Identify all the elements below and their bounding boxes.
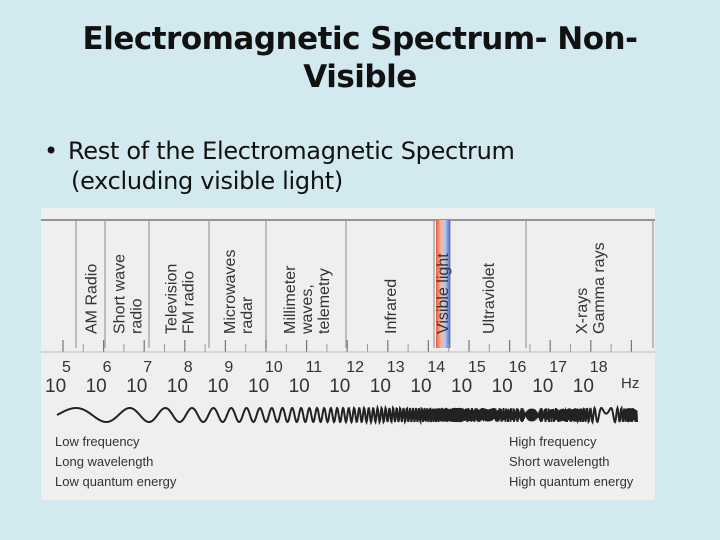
high-end-note: High frequency xyxy=(509,434,597,449)
axis-exponent-label: 15 xyxy=(468,359,486,376)
slide-title: Electromagnetic Spectrum- Non- Visible xyxy=(60,20,660,96)
notes-group: Low frequency Long wavelength Low quantum … xyxy=(55,434,634,489)
band-label: X-rays xyxy=(574,288,591,334)
band-label: Gamma rays xyxy=(591,242,608,334)
band-label: Microwaves xyxy=(222,250,239,334)
band-label: telemetry xyxy=(316,268,333,334)
axis-exponent-label: 8 xyxy=(184,359,193,376)
title-line-2: Visible xyxy=(303,59,417,95)
bullet-point: • Rest of the Electromagnetic Spectrum (e… xyxy=(44,136,664,196)
band-label: radio xyxy=(129,298,146,334)
axis-exponent-label: 7 xyxy=(143,359,152,376)
band-label: FM radio xyxy=(181,271,198,334)
wave-icon xyxy=(56,404,638,426)
axis-base-label: 10 xyxy=(451,376,472,397)
axis-base-label: 10 xyxy=(126,376,147,397)
visible-light-stripe xyxy=(436,220,450,348)
axis-exponent-label: 17 xyxy=(549,359,567,376)
axis-base-label: 10 xyxy=(329,376,350,397)
high-end-note: Short wavelength xyxy=(509,454,609,469)
axis-exponent-label: 5 xyxy=(62,359,71,376)
title-line-1: Electromagnetic Spectrum- Non- xyxy=(82,21,638,57)
axis-base-label: 10 xyxy=(532,376,553,397)
low-end-note: Low frequency xyxy=(55,434,140,449)
axis-base-label: 10 xyxy=(410,376,431,397)
axis-exponent-label: 12 xyxy=(346,359,364,376)
axis-exponent-label: 9 xyxy=(224,359,233,376)
axis-exponent-label: 13 xyxy=(387,359,405,376)
axis-base-label: 10 xyxy=(45,376,66,397)
axis-base-label: 10 xyxy=(573,376,594,397)
spectrum-diagram: AM Radio Short wave radio Television FM radi… xyxy=(41,208,655,500)
axis-exponent-label: 16 xyxy=(509,359,527,376)
bullet-line-1: Rest of the Electromagnetic Spectrum xyxy=(68,137,515,165)
low-end-note: Low quantum energy xyxy=(55,474,177,489)
bullet-dot-icon: • xyxy=(44,137,58,165)
band-label: radar xyxy=(239,296,256,334)
axis-base-label: 10 xyxy=(207,376,228,397)
axis-base-label: 10 xyxy=(167,376,188,397)
axis-base-label: 10 xyxy=(248,376,269,397)
band-label: Visible light xyxy=(435,253,452,334)
band-label: Short wave xyxy=(112,254,129,334)
band-label: AM Radio xyxy=(84,264,101,334)
band-label: Television xyxy=(164,264,181,334)
band-label: waves, xyxy=(299,284,316,335)
axis-exponent-label: 10 xyxy=(265,359,283,376)
axis-exponent-label: 6 xyxy=(103,359,112,376)
axis-exponent-label: 14 xyxy=(427,359,445,376)
axis-unit-label: Hz xyxy=(621,375,639,392)
band-label: Ultraviolet xyxy=(481,262,498,334)
axis-base-label: 10 xyxy=(289,376,310,397)
band-label: Infrared xyxy=(383,279,400,334)
spectrum-svg: AM Radio Short wave radio Television FM radi… xyxy=(41,219,655,489)
band-group: AM Radio Short wave radio Television FM radi… xyxy=(41,219,655,348)
low-end-note: Long wavelength xyxy=(55,454,153,469)
bullet-line-2: (excluding visible light) xyxy=(71,167,343,195)
band-label: Millimeter xyxy=(282,265,299,334)
axis-base-label: 10 xyxy=(492,376,513,397)
axis-exponent-label: 11 xyxy=(306,359,323,376)
high-end-note: High quantum energy xyxy=(509,474,634,489)
axis-group: 1051061071081091010101110121013101410151… xyxy=(41,340,655,397)
axis-base-label: 10 xyxy=(86,376,107,397)
axis-base-label: 10 xyxy=(370,376,391,397)
axis-exponent-label: 18 xyxy=(590,359,608,376)
